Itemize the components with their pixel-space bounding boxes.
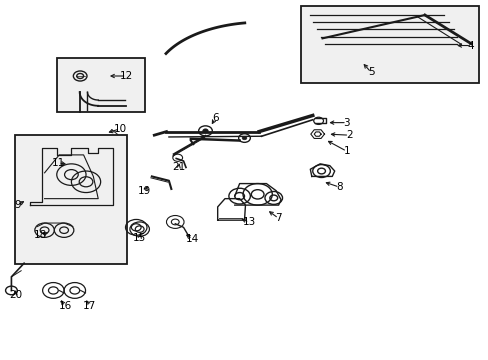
Text: 19: 19 — [138, 186, 151, 197]
Text: 4: 4 — [467, 41, 473, 50]
Text: 7: 7 — [275, 213, 282, 223]
Text: 20: 20 — [9, 290, 22, 300]
Text: 8: 8 — [336, 182, 342, 192]
Text: 21: 21 — [172, 162, 185, 172]
Circle shape — [203, 129, 208, 133]
Text: 10: 10 — [113, 124, 126, 134]
Text: 17: 17 — [83, 301, 96, 311]
Bar — [57, 58, 144, 112]
Text: 11: 11 — [52, 158, 65, 168]
Text: 15: 15 — [133, 233, 146, 243]
Bar — [15, 135, 127, 264]
Text: 9: 9 — [14, 200, 20, 210]
Text: 1: 1 — [343, 146, 349, 156]
Circle shape — [242, 136, 246, 140]
Bar — [300, 6, 478, 83]
Text: 3: 3 — [343, 118, 349, 128]
Text: 14: 14 — [185, 234, 199, 244]
Text: 13: 13 — [242, 217, 256, 227]
Text: 6: 6 — [211, 113, 218, 123]
Text: 18: 18 — [34, 230, 47, 240]
Text: 12: 12 — [120, 71, 133, 81]
Text: 5: 5 — [367, 67, 374, 77]
Text: 2: 2 — [346, 130, 352, 140]
Text: 16: 16 — [58, 301, 72, 311]
